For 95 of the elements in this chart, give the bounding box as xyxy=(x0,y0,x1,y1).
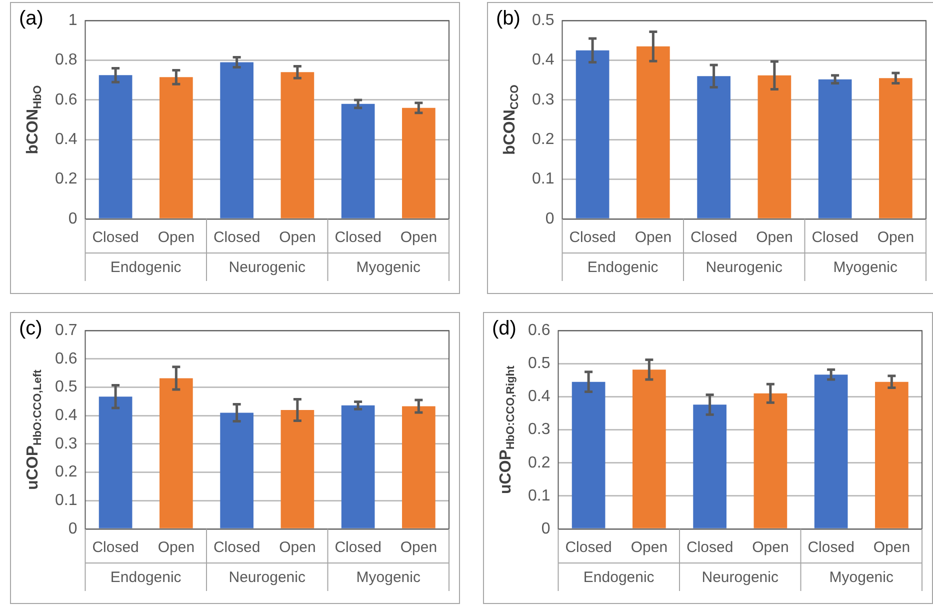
x-tick-label: Open xyxy=(634,229,672,246)
text: Myogenic xyxy=(356,259,421,276)
bar xyxy=(98,396,132,528)
y-tick-label: 0.7 xyxy=(54,322,78,340)
x-tick-label: Closed xyxy=(686,539,734,556)
y-tick-label: 0.3 xyxy=(528,421,550,438)
bar xyxy=(402,406,436,528)
x-tick-label: Closed xyxy=(213,229,260,246)
x-tick-label: Open xyxy=(279,229,316,246)
text: Endogenic xyxy=(587,259,659,276)
text: Neurogenic xyxy=(228,259,306,276)
bar xyxy=(160,77,193,218)
bar xyxy=(636,46,670,218)
y-tick-label: 0.5 xyxy=(532,12,554,30)
x-tick-label: Closed xyxy=(569,229,616,246)
y-tick-label: 0.5 xyxy=(528,355,550,372)
text: Endogenic xyxy=(110,569,182,586)
bar xyxy=(280,72,314,218)
y-axis-title: bCONCCO xyxy=(501,84,521,155)
bar xyxy=(98,75,132,218)
y-tick-label: 0.2 xyxy=(54,170,78,188)
x-tick-label: Open xyxy=(400,539,438,556)
y-tick-label: 0.4 xyxy=(54,407,78,424)
bar xyxy=(693,404,726,528)
bar xyxy=(160,378,193,528)
bar xyxy=(572,382,606,528)
y-tick-label: 0.6 xyxy=(54,91,78,108)
x-tick-label: Closed xyxy=(334,539,382,556)
y-axis-title: bCONHbO xyxy=(24,85,44,154)
x-tick-label: Closed xyxy=(92,539,139,556)
bar xyxy=(576,50,610,218)
bar xyxy=(341,405,375,528)
y-tick-label: 0.1 xyxy=(532,170,554,188)
bar xyxy=(754,393,788,528)
y-tick-label: 0.2 xyxy=(532,131,554,148)
y-tick-label: 0 xyxy=(68,520,78,538)
bar xyxy=(402,108,436,218)
y-tick-label: 0.4 xyxy=(532,52,554,69)
y-tick-label: 0 xyxy=(541,520,550,538)
text: Neurogenic xyxy=(228,569,306,586)
x-tick-label: Closed xyxy=(808,539,854,556)
y-axis-title: uCOPHbO:CCO,Left xyxy=(24,369,44,490)
y-tick-label: 0.3 xyxy=(54,435,78,452)
text: Endogenic xyxy=(110,259,182,276)
chart-title: (a) xyxy=(19,8,44,30)
y-tick-label: 0.8 xyxy=(54,52,78,69)
y-tick-label: 0 xyxy=(68,210,78,228)
bar xyxy=(280,410,314,528)
x-tick-label: Open xyxy=(630,539,668,556)
x-tick-label: Open xyxy=(400,229,438,246)
bar xyxy=(220,62,254,218)
x-tick-label: Open xyxy=(752,539,789,556)
bar xyxy=(758,75,792,218)
text: Myogenic xyxy=(829,569,894,586)
y-tick-label: 1 xyxy=(68,12,78,30)
text: Myogenic xyxy=(833,259,898,276)
x-tick-label: Open xyxy=(877,229,914,246)
bar xyxy=(875,382,908,528)
x-tick-label: Open xyxy=(158,539,195,556)
bar xyxy=(814,374,848,528)
x-tick-label: Closed xyxy=(812,229,858,246)
y-tick-label: 0 xyxy=(545,210,554,228)
x-tick-label: Closed xyxy=(565,539,612,556)
chart-title: (c) xyxy=(19,318,42,340)
y-tick-label: 0.6 xyxy=(528,322,550,340)
x-tick-label: Closed xyxy=(690,229,738,246)
x-tick-label: Open xyxy=(873,539,910,556)
text: Endogenic xyxy=(583,569,655,586)
y-tick-label: 0.4 xyxy=(528,388,550,406)
y-axis-title: uCOPHbO:CCO,Right xyxy=(497,365,517,494)
chart-title: (d) xyxy=(492,318,516,340)
x-tick-label: Open xyxy=(158,229,195,246)
y-tick-label: 0.1 xyxy=(54,492,78,510)
x-tick-label: Open xyxy=(279,539,316,556)
y-tick-label: 0.2 xyxy=(528,454,550,472)
y-tick-label: 0.4 xyxy=(54,131,78,148)
bar xyxy=(879,78,912,218)
text: Myogenic xyxy=(356,569,421,586)
chart-title: (b) xyxy=(496,8,520,30)
y-tick-label: 0.1 xyxy=(528,487,550,504)
bar xyxy=(632,370,666,528)
text: Neurogenic xyxy=(706,259,783,276)
y-tick-label: 0.3 xyxy=(532,91,554,108)
x-tick-label: Closed xyxy=(92,229,139,246)
y-tick-label: 0.6 xyxy=(54,350,78,368)
y-tick-label: 0.2 xyxy=(54,464,78,481)
x-tick-label: Open xyxy=(756,229,793,246)
x-tick-label: Closed xyxy=(334,229,382,246)
bar xyxy=(341,104,375,218)
x-tick-label: Closed xyxy=(213,539,260,556)
bar xyxy=(818,79,852,218)
text: Neurogenic xyxy=(702,569,779,586)
bar xyxy=(697,76,730,218)
y-tick-label: 0.5 xyxy=(54,378,78,396)
bar xyxy=(220,412,254,528)
